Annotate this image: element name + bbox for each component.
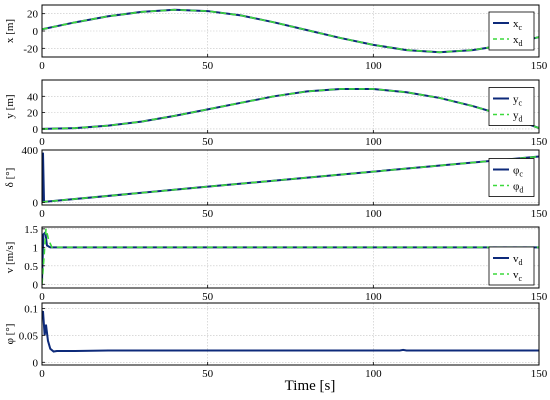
x-tick-label: 100 <box>365 60 382 72</box>
y-tick-label: 400 <box>22 145 39 157</box>
y-tick-label: 20 <box>27 9 39 21</box>
x-tick-label: 100 <box>365 208 382 220</box>
x-tick-label: 0 <box>39 136 45 148</box>
legend: φc φd <box>488 158 535 197</box>
x-tick-label: 150 <box>531 136 548 148</box>
legend: vd vc <box>488 246 535 286</box>
x-tick-label: 50 <box>202 60 214 72</box>
series-line-φ_d <box>42 155 539 204</box>
y-tick-label: -20 <box>23 43 38 55</box>
x-tick-label: 150 <box>531 368 548 380</box>
y-tick-label: 20 <box>27 108 39 120</box>
subplot-4: 1.5 1 0.5 00 50 100 150 v [m/s] vd vc <box>4 224 548 303</box>
y-axis-label: φ [°] <box>4 324 16 345</box>
x-tick-label: 0 <box>39 208 45 220</box>
x-tick-label: 50 <box>202 208 214 220</box>
legend-entry-label: yd <box>513 110 523 124</box>
x-axis-label: Time [s] <box>285 378 336 394</box>
subplot-5: 0.1 0.05 00 50 100 150 φ [°] <box>4 302 548 380</box>
legend-entry-label: φc <box>513 165 523 179</box>
x-tick-label: 0 <box>39 60 45 72</box>
legend-entry-label: vd <box>513 253 523 267</box>
legend-entry-label: φd <box>513 181 523 195</box>
plot-frame <box>41 149 540 206</box>
x-tick-label: 0 <box>39 291 45 303</box>
series-line-v_c <box>42 228 539 285</box>
x-tick-label: 150 <box>531 291 548 303</box>
legend-frame <box>488 11 535 51</box>
y-tick-label: 0 <box>33 279 39 291</box>
x-tick-label: 50 <box>202 368 214 380</box>
legend-entry-label: xc <box>513 18 523 32</box>
x-tick-label: 0 <box>39 368 45 380</box>
subplot-3: 400 00 50 100 150 δ [°] φc φd <box>4 145 548 220</box>
y-tick-label: 0 <box>33 124 39 136</box>
x-tick-label: 50 <box>202 136 214 148</box>
y-tick-label: 1 <box>33 242 39 254</box>
x-tick-label: 150 <box>531 208 548 220</box>
x-tick-label: 150 <box>531 60 548 72</box>
series-line-x_d <box>42 8 539 54</box>
y-tick-label: 0.1 <box>24 303 38 315</box>
legend: yc yd <box>488 87 535 126</box>
legend-entry-label: xd <box>513 34 523 48</box>
plot-frame <box>41 226 540 289</box>
legend-frame <box>488 87 535 126</box>
legend-entry-label: yc <box>513 94 523 108</box>
series-line-y_c <box>42 87 539 130</box>
legend: xc xd <box>488 11 535 51</box>
legend-frame <box>488 158 535 197</box>
plot-frame <box>41 4 540 58</box>
series-line-v_d <box>42 230 539 281</box>
y-axis-label: δ [°] <box>4 168 16 188</box>
x-tick-label: 50 <box>202 291 214 303</box>
y-tick-label: 40 <box>27 91 39 103</box>
x-tick-label: 100 <box>365 291 382 303</box>
y-axis-label: v [m/s] <box>4 242 16 273</box>
y-tick-label: 0 <box>33 357 39 369</box>
y-tick-label: 0 <box>33 197 39 209</box>
y-tick-label: 1.5 <box>24 224 38 236</box>
series-line-x_c <box>42 8 539 54</box>
y-axis-label: x [m] <box>4 19 16 43</box>
legend-frame <box>488 246 535 286</box>
x-tick-label: 100 <box>365 368 382 380</box>
legend-entry-label: vc <box>513 269 523 283</box>
plot-frame <box>41 302 540 366</box>
x-tick-label: 100 <box>365 136 382 148</box>
series-line-y_d <box>42 88 539 130</box>
y-tick-label: 0.05 <box>19 330 39 342</box>
y-tick-label: 0 <box>33 26 39 38</box>
y-axis-label: y [m] <box>4 94 16 118</box>
series-line-φ <box>42 310 539 353</box>
subplot-2: 40 20 00 50 100 150 y [m] yc yd <box>4 79 548 148</box>
plot-frame <box>41 79 540 134</box>
y-tick-label: 0.5 <box>24 261 38 273</box>
